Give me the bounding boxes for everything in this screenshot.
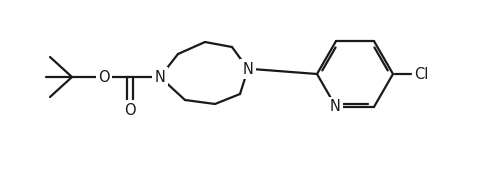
Text: O: O — [124, 103, 136, 117]
Text: Cl: Cl — [414, 67, 428, 82]
Text: N: N — [154, 69, 166, 84]
Text: O: O — [98, 69, 110, 84]
Text: N: N — [242, 62, 254, 77]
Text: N: N — [330, 99, 340, 114]
